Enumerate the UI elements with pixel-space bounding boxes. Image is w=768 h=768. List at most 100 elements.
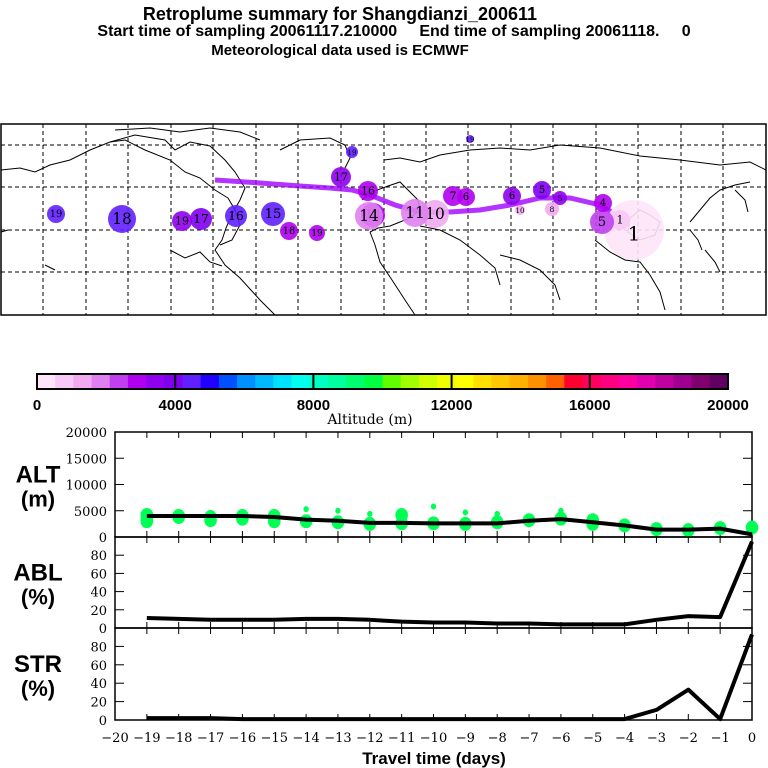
coastline: [704, 249, 721, 273]
cluster-bubble: [190, 208, 212, 230]
x-tick-label: −7: [519, 731, 538, 746]
cluster-label: 1: [628, 222, 641, 246]
plume-cluster: 16: [225, 205, 247, 227]
series-line-str: [146, 633, 754, 722]
y-tick-label: 60: [90, 659, 107, 674]
coastline: [114, 127, 261, 141]
coastline: [44, 264, 56, 271]
plume-cluster: 19: [466, 135, 475, 144]
colorbar-swatch: [582, 374, 602, 389]
x-tick-label: −1: [711, 731, 730, 746]
plume-cluster: 5: [533, 181, 551, 199]
map-panel: 1154556678101011141416171516171918191819…: [0, 123, 767, 316]
alt-scatter-point: [236, 511, 249, 526]
x-axis-label: Travel time (days): [362, 749, 506, 768]
colorbar-swatch: [291, 374, 311, 389]
alt-scatter-point: [367, 510, 373, 517]
y-tick-label: 20000: [66, 426, 107, 441]
cluster-label: 5: [558, 194, 563, 203]
colorbar-swatch: [327, 374, 347, 389]
colorbar-swatch: [691, 374, 711, 389]
colorbar-swatch: [455, 374, 474, 389]
panel-abl: 0 20 40 60 80 ABL(%): [13, 536, 754, 637]
colorbar-swatch: [237, 374, 256, 389]
cluster-bubble: [610, 210, 630, 230]
coastline: [383, 144, 767, 171]
panel-ylabel: STR: [14, 651, 62, 678]
x-tick-label: −5: [583, 731, 602, 746]
cluster-label: 17: [193, 212, 208, 226]
plume-cluster: 14: [355, 202, 383, 230]
plume-cluster: 11: [401, 199, 429, 227]
y-tick-label: 15000: [66, 452, 107, 467]
cluster-label: 17: [334, 171, 348, 184]
colorbar-swatch: [309, 374, 329, 389]
plume-cluster: 5: [590, 210, 614, 234]
cluster-label: 6: [463, 192, 469, 203]
cluster-bubble: [280, 222, 298, 240]
plume-cluster: 15: [261, 202, 285, 226]
colorbar-swatch: [655, 374, 674, 389]
cluster-label: 7: [450, 190, 457, 203]
plume-cluster: 19: [172, 211, 192, 231]
coastline: [109, 134, 276, 316]
cluster-label: 10: [425, 205, 445, 223]
y-tick-label: 0: [99, 622, 107, 637]
series-line-abl: [146, 540, 754, 627]
cluster-label: 18: [283, 226, 296, 237]
x-tick-label: −19: [133, 731, 160, 746]
y-tick-label: 20: [90, 696, 107, 711]
colorbar-tick-label: 16000: [569, 397, 611, 414]
coastline: [499, 254, 561, 301]
y-tick-label: 60: [90, 567, 107, 582]
cluster-label: 14: [359, 207, 379, 225]
coastline: [0, 139, 229, 199]
colorbar-swatch: [618, 374, 638, 389]
colorbar-label: Altitude (m): [326, 412, 412, 428]
colorbar-swatch: [491, 374, 511, 389]
alt-scatter-point: [494, 510, 500, 517]
cluster-bubble: [47, 205, 65, 223]
x-tick-label: −12: [356, 731, 383, 746]
colorbar-swatch: [673, 374, 693, 389]
colorbar-swatch: [127, 374, 147, 389]
cluster-label: 19: [348, 149, 357, 157]
colorbar-tick-label: 12000: [431, 397, 473, 414]
x-tick-label: −16: [229, 731, 256, 746]
alt-scatter-point: [303, 506, 309, 513]
cluster-label: 19: [311, 229, 322, 239]
y-tick-label: 20: [90, 604, 107, 619]
coastline: [169, 249, 223, 267]
cluster-bubble: [443, 186, 463, 206]
y-tick-label: 0: [99, 714, 107, 729]
cluster-label: 19: [466, 136, 475, 144]
cluster-bubble: [108, 205, 136, 233]
coastline: [369, 231, 416, 316]
plume-cluster: 18: [280, 222, 298, 240]
y-tick-label: 80: [90, 640, 107, 655]
cluster-bubble: [594, 194, 612, 212]
colorbar-swatch: [273, 374, 293, 389]
colorbar-swatch: [709, 374, 729, 389]
cluster-bubble: [590, 210, 614, 234]
panel-ylabel-unit: (%): [21, 676, 55, 701]
x-tick-label: −8: [488, 731, 507, 746]
chart-title: Retroplume summary for Shangdianzi_20061…: [142, 4, 538, 24]
cluster-label: 5: [598, 215, 606, 230]
colorbar-swatch: [364, 374, 383, 389]
plume-cluster: 1: [610, 210, 630, 230]
colorbar-swatch: [55, 374, 74, 389]
cluster-bubble: [358, 181, 378, 201]
x-tick-label: −18: [165, 731, 192, 746]
plume-cluster: 7: [443, 186, 463, 206]
panel-alt: 0 5000 10000 15000 20000 ALT(m): [16, 426, 759, 546]
colorbar-swatch: [564, 374, 584, 389]
alt-scatter-point: [430, 503, 437, 510]
x-tick-label: 0: [748, 731, 756, 746]
alt-scatter-point: [335, 507, 341, 514]
colorbar-swatch: [437, 374, 456, 389]
cluster-bubble: [331, 167, 351, 187]
colorbar-swatch: [164, 374, 183, 389]
